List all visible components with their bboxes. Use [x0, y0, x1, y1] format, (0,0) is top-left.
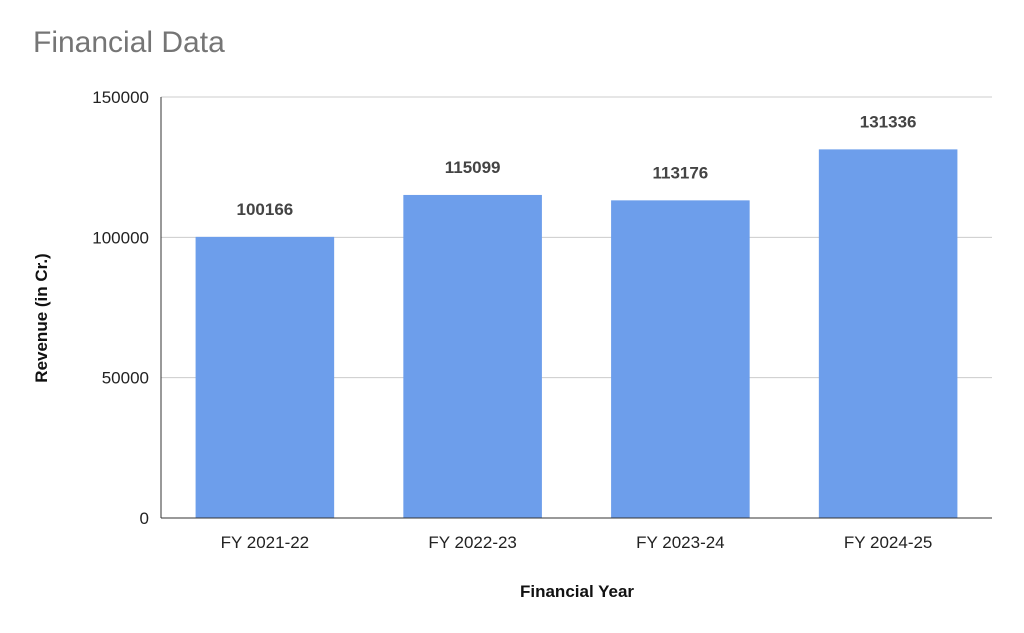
x-axis-title: Financial Year	[520, 582, 634, 601]
bar	[195, 236, 335, 518]
data-label: 100166	[237, 200, 294, 219]
bar	[818, 149, 958, 519]
bars	[195, 149, 958, 519]
bar	[611, 200, 750, 518]
data-label: 131336	[860, 112, 917, 131]
y-tick-label: 0	[140, 509, 149, 528]
bar	[403, 194, 542, 518]
data-label: 115099	[445, 158, 501, 177]
data-label: 113176	[652, 163, 708, 182]
y-tick-label: 50000	[102, 369, 149, 388]
chart-title: Financial Data	[33, 26, 225, 59]
axes	[160, 97, 992, 519]
x-tick-label: FY 2023-24	[636, 533, 725, 552]
y-tick-label: 150000	[92, 88, 149, 107]
y-tick-label: 100000	[92, 228, 149, 247]
x-tick-label: FY 2024-25	[844, 533, 933, 552]
x-tick-label: FY 2021-22	[221, 533, 310, 552]
labels: 0 50000 100000 150000 100166 FY 2021-22 115099…	[92, 88, 932, 552]
x-tick-label: FY 2022-23	[428, 533, 517, 552]
y-axis-title: Revenue (in Cr.)	[32, 253, 51, 382]
